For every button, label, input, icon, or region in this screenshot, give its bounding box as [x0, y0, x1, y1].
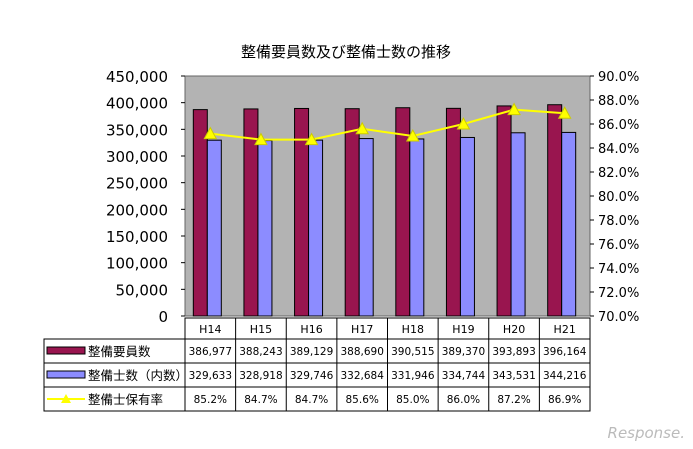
y-tick-label: 0 [158, 308, 168, 326]
marker-ratio [456, 116, 471, 130]
data-table-cell: 328,918 [239, 370, 282, 382]
y2-tick-label: 90.0% [598, 70, 639, 85]
bar-mechanics [409, 138, 425, 317]
data-table-cell: 85.0% [396, 394, 429, 406]
bar-mechanics [459, 136, 475, 317]
data-table-cell: 86.9% [548, 394, 581, 406]
data-table-cell: 334,744 [442, 370, 486, 382]
bar-mechanics [358, 138, 374, 317]
x-category-label: H20 [503, 323, 525, 336]
y2-tick-label: 84.0% [598, 142, 639, 157]
marker-ratio [254, 132, 268, 146]
data-table-cell: 389,370 [442, 346, 485, 358]
data-table-cell: 343,531 [492, 370, 535, 382]
legend-label: 整備士数（内数） [88, 368, 188, 383]
marker-ratio [405, 128, 420, 142]
data-table-cell: 86.0% [447, 394, 480, 406]
data-table-cell: 332,684 [340, 370, 384, 382]
bar-staff [445, 107, 461, 317]
data-table-cell: 344,216 [543, 370, 587, 382]
y2-tick-label: 80.0% [598, 190, 639, 205]
y2-tick-label: 74.0% [598, 262, 639, 277]
data-table-cell: 84.7% [295, 394, 328, 406]
bar-mechanics [561, 131, 577, 317]
data-table-cell: 396,164 [543, 346, 587, 358]
x-category-label: H17 [351, 323, 373, 336]
y2-tick-label: 72.0% [598, 286, 639, 301]
bar-staff [496, 105, 512, 317]
bar-staff [547, 104, 563, 317]
y-tick-label: 250,000 [106, 175, 168, 193]
bar-mechanics [510, 132, 526, 317]
bar-staff [192, 109, 208, 317]
marker-ratio [507, 102, 521, 116]
data-table-cell: 87.2% [497, 394, 530, 406]
x-category-label: H16 [300, 323, 322, 336]
y-tick-label: 300,000 [106, 148, 168, 166]
data-table-cell: 390,515 [391, 346, 434, 358]
data-table-cell: 85.6% [346, 394, 379, 406]
y-tick-label: 400,000 [106, 95, 168, 113]
data-table-cell: 388,690 [340, 346, 383, 358]
legend-label: 整備士保有率 [88, 392, 163, 407]
y2-tick-label: 82.0% [598, 166, 639, 181]
data-table-cell: 331,946 [391, 370, 435, 382]
chart-title: 整備要員数及び整備士数の推移 [241, 43, 451, 61]
data-table-cell: 388,243 [239, 346, 282, 358]
data-table-cell: 84.7% [244, 394, 277, 406]
y2-tick-label: 76.0% [598, 238, 639, 253]
x-category-label: H18 [402, 323, 424, 336]
bar-mechanics [257, 140, 273, 317]
marker-ratio [304, 132, 319, 146]
bar-staff [344, 108, 360, 317]
x-category-label: H19 [452, 323, 474, 336]
legend-swatch [46, 346, 86, 355]
legend-label: 整備要員数 [88, 344, 151, 359]
data-table-cell: 85.2% [194, 394, 227, 406]
legend-swatch [46, 370, 86, 379]
legend-marker [61, 394, 71, 403]
y-tick-label: 450,000 [106, 68, 168, 86]
bar-mechanics [206, 139, 222, 317]
data-table-cell: 393,893 [492, 346, 535, 358]
x-category-label: H21 [554, 323, 576, 336]
y-tick-label: 350,000 [106, 121, 168, 139]
data-table-cell: 329,633 [189, 370, 232, 382]
y-tick-label: 150,000 [106, 228, 168, 246]
data-table-cell: 386,977 [189, 346, 232, 358]
y2-tick-label: 88.0% [598, 94, 639, 109]
marker-ratio [203, 126, 218, 140]
data-table-cell: 329,746 [290, 370, 334, 382]
marker-ratio [557, 106, 572, 119]
bar-mechanics [308, 139, 324, 317]
y2-tick-label: 78.0% [598, 214, 639, 229]
x-category-label: H14 [199, 323, 221, 336]
y-tick-label: 200,000 [106, 201, 168, 219]
y-tick-label: 50,000 [116, 281, 169, 299]
y-tick-label: 100,000 [106, 255, 168, 273]
y2-tick-label: 86.0% [598, 118, 639, 133]
line-ratio [210, 108, 565, 141]
watermark-logo: Response. [608, 424, 685, 442]
y2-tick-label: 70.0% [598, 310, 639, 325]
marker-ratio [355, 121, 370, 135]
data-table-cell: 389,129 [290, 346, 333, 358]
x-category-label: H15 [250, 323, 272, 336]
